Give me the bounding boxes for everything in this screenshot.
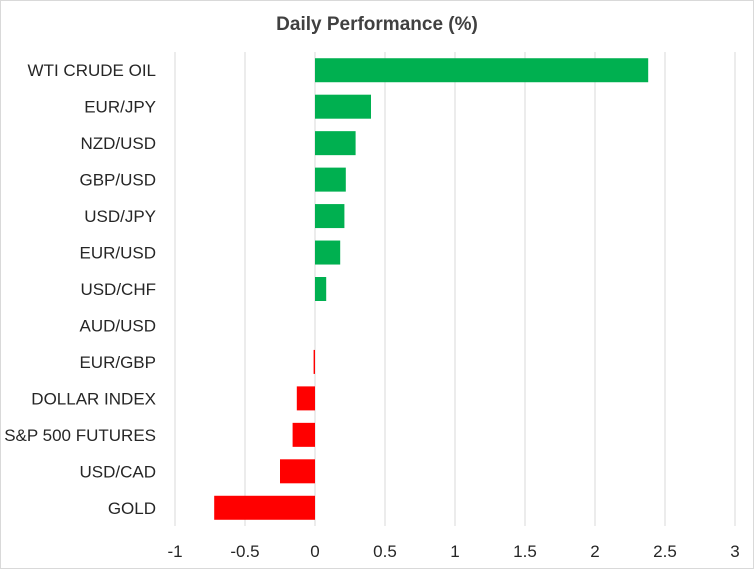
category-label: EUR/JPY — [84, 98, 156, 117]
x-tick-label: 3 — [730, 542, 739, 561]
bar — [315, 240, 341, 265]
category-label: S&P 500 FUTURES — [4, 426, 156, 445]
bar — [315, 167, 346, 192]
bar — [315, 94, 371, 119]
bar — [280, 459, 315, 484]
x-tick-label: 1 — [450, 542, 459, 561]
bar — [315, 277, 327, 301]
category-label: USD/CHF — [80, 280, 156, 299]
category-label: NZD/USD — [80, 134, 156, 153]
x-tick-label: 0 — [310, 542, 319, 561]
category-label: USD/JPY — [84, 207, 156, 226]
x-tick-label: -0.5 — [230, 542, 259, 561]
bar — [315, 58, 649, 83]
category-label: WTI CRUDE OIL — [28, 61, 156, 80]
x-tick-label: 2 — [590, 542, 599, 561]
x-axis-tick-labels: -1 -0.5 0 0.5 1 1.5 2 2.5 3 — [167, 542, 739, 561]
bar — [214, 495, 315, 520]
category-label: USD/CAD — [79, 462, 156, 481]
bar — [315, 204, 345, 229]
category-labels: WTI CRUDE OIL EUR/JPY NZD/USD GBP/USD USD/JP… — [4, 61, 156, 518]
bar — [292, 422, 315, 447]
category-label: EUR/USD — [79, 244, 156, 263]
x-tick-label: 1.5 — [513, 542, 537, 561]
category-label: DOLLAR INDEX — [31, 389, 156, 408]
category-label: EUR/GBP — [79, 353, 156, 372]
category-label: AUD/USD — [79, 316, 156, 335]
x-tick-label: 0.5 — [373, 542, 397, 561]
gridlines — [174, 52, 736, 526]
category-label: GBP/USD — [79, 171, 156, 190]
bars — [214, 58, 649, 520]
category-label: GOLD — [108, 499, 156, 518]
bar — [296, 386, 315, 411]
x-tick-label: 2.5 — [653, 542, 677, 561]
bar — [315, 131, 356, 156]
chart-title: Daily Performance (%) — [276, 14, 478, 35]
bar — [313, 349, 315, 374]
x-tick-label: -1 — [167, 542, 182, 561]
